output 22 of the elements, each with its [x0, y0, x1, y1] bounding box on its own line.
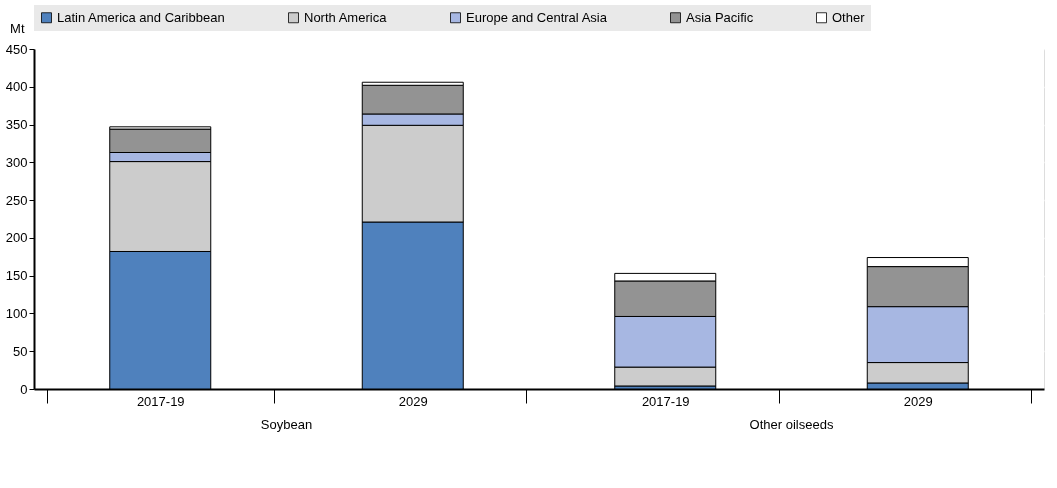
y-tick-label: 200	[5, 230, 28, 246]
legend-label: North America	[304, 9, 388, 25]
y-tick-label: 50	[13, 343, 28, 359]
legend-label: Other	[832, 9, 866, 25]
x-tick-label: 2029	[903, 393, 933, 409]
text: Soybean	[260, 417, 313, 432]
x-tick-label: 2029	[398, 393, 428, 409]
y-tick-label: 300	[5, 154, 28, 170]
y-tick-label: 400	[5, 79, 28, 95]
y-tick-label: 350	[5, 117, 28, 133]
text: Other oilseeds	[749, 417, 834, 432]
legend-label: Latin America and Caribbean	[57, 9, 225, 25]
x-tick-label: 2017-19	[136, 393, 185, 409]
y-tick-label: 450	[5, 41, 28, 57]
legend-label: Asia Pacific	[686, 9, 754, 25]
y-tick-label: 0	[20, 381, 28, 397]
x-tick-label: 2017-19	[641, 393, 690, 409]
y-tick-label: 250	[5, 192, 28, 208]
legend-label: Europe and Central Asia	[466, 9, 608, 25]
y-axis-title: Mt	[10, 20, 25, 36]
y-tick-label: 150	[5, 268, 28, 284]
y-tick-label: 100	[5, 305, 28, 321]
